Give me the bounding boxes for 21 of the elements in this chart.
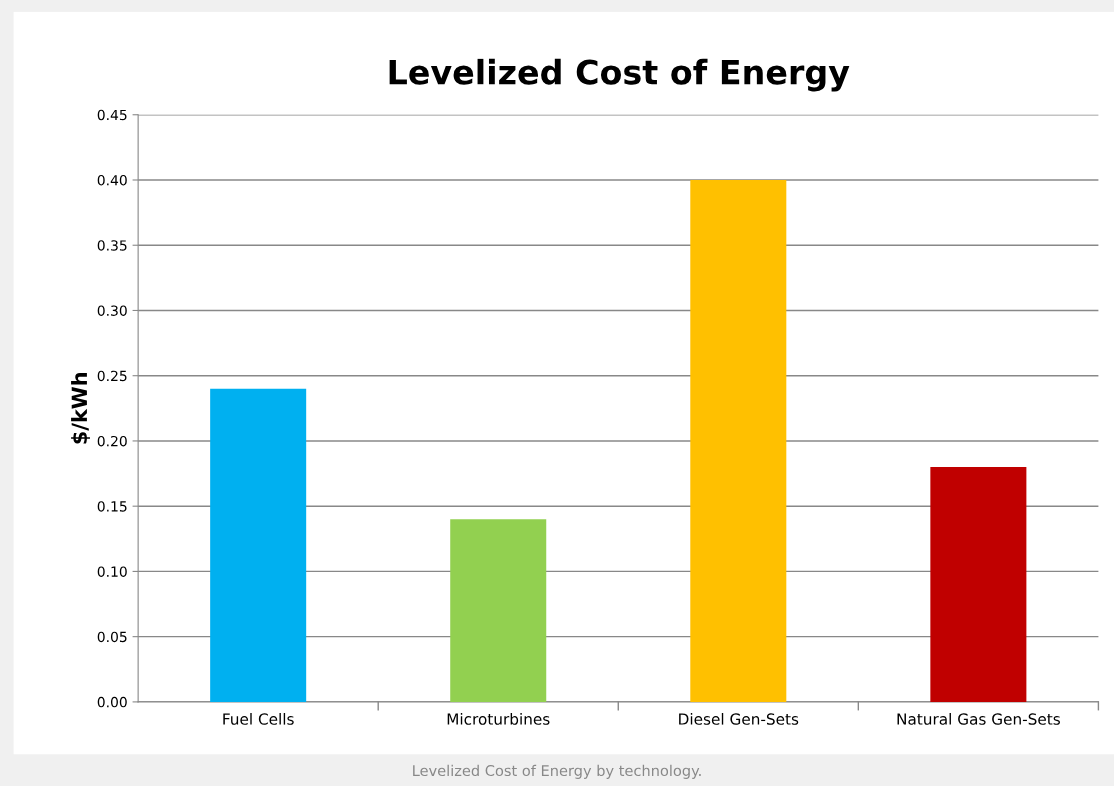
text: Levelized Cost of Energy by technology. [413, 764, 701, 779]
x-tick-label: Natural Gas Gen-Sets [897, 713, 1060, 725]
bar [690, 179, 787, 702]
x-tick-label: Microturbines [447, 713, 550, 725]
bar [450, 519, 547, 702]
bar [930, 467, 1027, 702]
y-tick-label: 0.35 [97, 240, 127, 251]
chart-title: Levelized Cost of Energy [389, 58, 850, 92]
x-tick-label: Diesel Gen-Sets [679, 713, 799, 725]
y-tick-label: 0.20 [97, 435, 127, 447]
y-tick-label: 0.40 [97, 174, 127, 186]
y-tick-label: 0.00 [97, 696, 127, 708]
y-tick-label: 0.10 [97, 566, 127, 577]
y-tick-label: 0.45 [97, 109, 127, 121]
bar [210, 388, 307, 702]
y-tick-label: 0.25 [97, 370, 127, 382]
y-tick-label: 0.15 [97, 501, 127, 512]
x-tick-label: Fuel Cells [223, 713, 294, 725]
y-tick-label: 0.30 [97, 305, 127, 316]
y-tick-label: 0.05 [97, 631, 127, 643]
y-axis-title: $/kWh [71, 373, 90, 444]
